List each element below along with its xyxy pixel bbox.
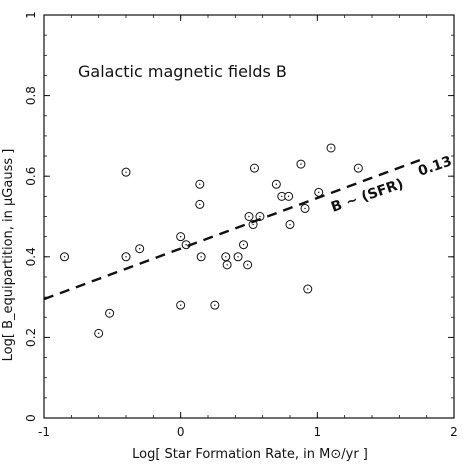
data-point-center xyxy=(275,183,278,185)
data-point-center xyxy=(300,163,302,165)
data-point-center xyxy=(330,147,332,149)
data-point-center xyxy=(125,256,127,258)
y-tick-label: 1 xyxy=(24,11,38,19)
data-point-center xyxy=(200,256,202,258)
data-point xyxy=(94,328,104,338)
data-point-center xyxy=(225,256,227,258)
data-point xyxy=(326,143,336,153)
data-point-center xyxy=(226,264,228,266)
data-point-center xyxy=(63,256,66,258)
data-point xyxy=(243,260,253,270)
data-point-center xyxy=(252,223,254,226)
data-point-center xyxy=(199,203,201,206)
x-tick-label: 2 xyxy=(450,425,458,439)
fit-line xyxy=(43,158,421,301)
fit-line-group xyxy=(43,158,421,301)
data-point-center xyxy=(259,215,261,218)
data-point xyxy=(196,252,206,262)
data-point xyxy=(353,163,363,173)
data-point-center xyxy=(281,195,283,198)
data-point xyxy=(284,191,294,201)
y-tick-label: 0.8 xyxy=(24,86,38,105)
data-points xyxy=(60,143,363,338)
data-point-center xyxy=(242,244,245,246)
data-point-center xyxy=(246,264,249,266)
y-tick-label: 0.4 xyxy=(24,247,38,266)
data-point xyxy=(121,167,131,177)
data-point xyxy=(285,220,295,230)
data-point-center xyxy=(214,304,216,306)
data-point xyxy=(233,252,243,262)
data-point xyxy=(221,252,231,262)
data-point xyxy=(249,163,259,173)
x-axis-label: Log[ Star Formation Rate, in M⊙/yr ] xyxy=(132,447,368,462)
data-point xyxy=(60,252,69,262)
data-point-center xyxy=(179,304,182,306)
data-point xyxy=(222,260,232,270)
fit-label: B ~ (SFR) 0.13 xyxy=(329,153,454,215)
data-point-center xyxy=(185,244,187,246)
axis-ticks: -1 0 1 200.20.40.60.81 xyxy=(24,11,458,439)
data-point xyxy=(176,232,186,242)
data-point-center xyxy=(248,215,250,218)
data-point-center xyxy=(237,256,239,258)
y-tick-label: 0 xyxy=(24,414,38,422)
data-point xyxy=(239,240,249,250)
data-point-center xyxy=(307,288,309,290)
data-point xyxy=(195,199,205,209)
x-tick-label: -1 xyxy=(38,425,50,439)
data-point-center xyxy=(125,171,127,173)
data-point xyxy=(296,159,306,169)
data-point-center xyxy=(289,223,291,226)
data-point xyxy=(210,300,220,310)
data-point-center xyxy=(199,183,201,185)
data-point-center xyxy=(287,195,290,198)
data-point-center xyxy=(138,248,141,250)
y-tick-label: 0.2 xyxy=(24,328,38,347)
data-point-center xyxy=(97,332,100,335)
x-tick-label: 0 xyxy=(177,425,185,439)
data-point xyxy=(271,179,281,189)
data-point xyxy=(300,203,310,213)
data-point xyxy=(121,252,131,262)
chart-title: Galactic magnetic fields B xyxy=(78,62,287,81)
data-point-center xyxy=(179,235,182,238)
fit-label-text: B ~ (SFR) xyxy=(329,176,405,216)
y-axis-label: Log[ B_equipartition, in μGauss ] xyxy=(1,149,16,362)
data-point xyxy=(105,308,115,318)
data-point-center xyxy=(304,207,306,210)
data-point xyxy=(135,244,145,254)
data-point xyxy=(314,187,324,197)
data-point-center xyxy=(318,191,320,194)
data-point xyxy=(244,212,254,221)
x-tick-label: 1 xyxy=(314,425,322,439)
data-point-center xyxy=(108,312,111,314)
data-point xyxy=(303,284,313,294)
y-tick-label: 0.6 xyxy=(24,167,38,186)
data-point xyxy=(195,179,205,189)
data-point xyxy=(176,300,186,310)
data-point-center xyxy=(253,167,256,169)
data-point-center xyxy=(357,167,360,169)
